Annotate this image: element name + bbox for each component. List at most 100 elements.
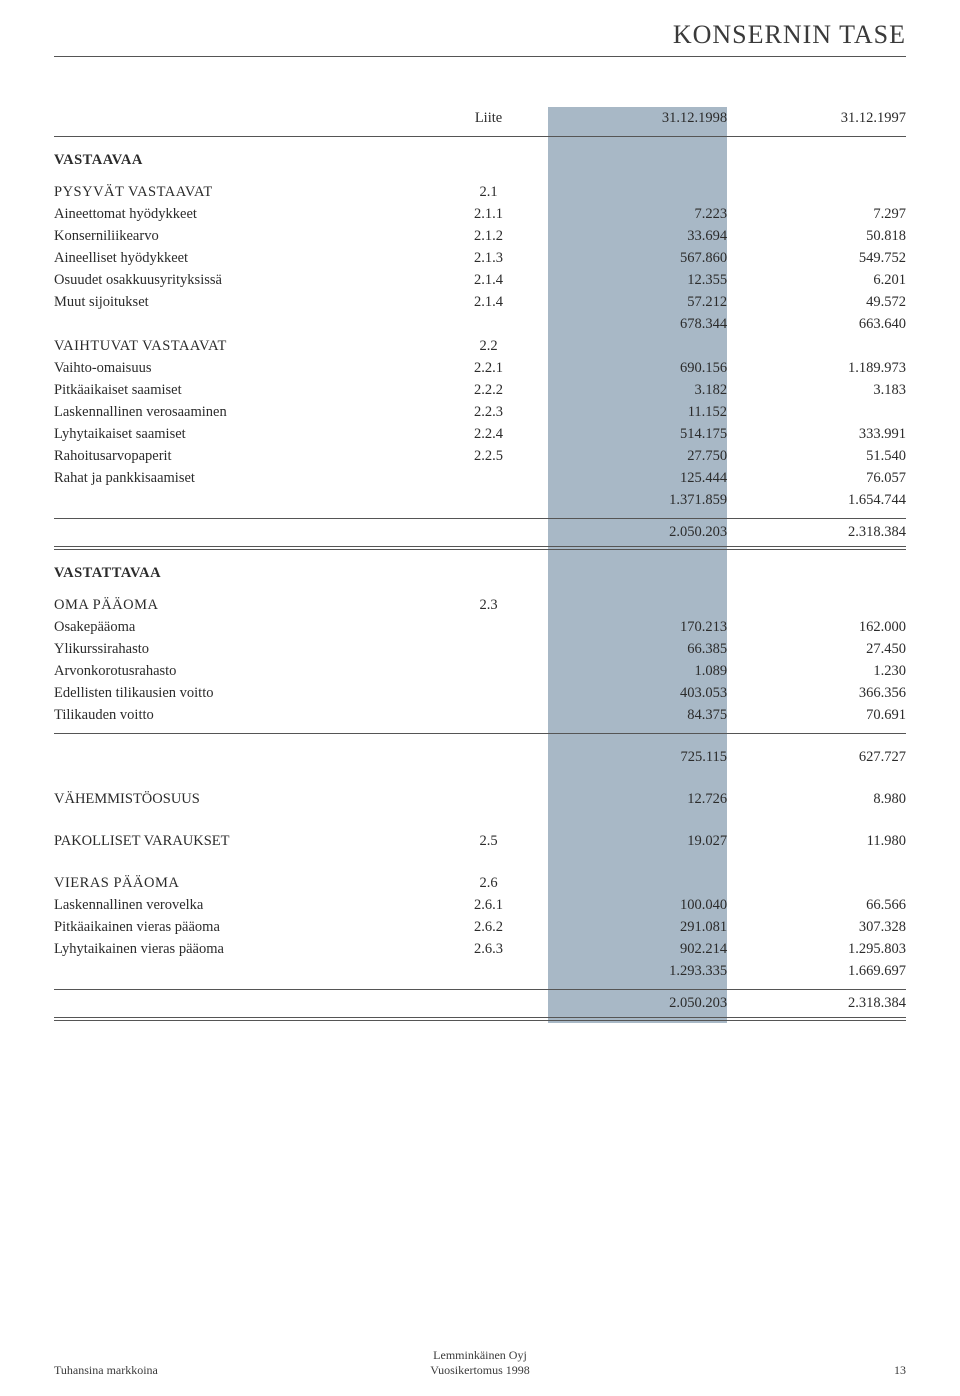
val-1998: 567.860: [548, 247, 727, 269]
val-1998: 3.182: [548, 379, 727, 401]
label: PAKOLLISET VARAUKSET: [54, 830, 429, 852]
note: 2.1.4: [429, 269, 548, 291]
val-1997: 1.189.973: [727, 357, 906, 379]
val-1998: 725.115: [548, 746, 727, 768]
val-1997: 2.318.384: [727, 521, 906, 543]
val-1997: 366.356: [727, 682, 906, 704]
rule: [54, 726, 906, 736]
table-row: Lyhytaikainen vieras pääoma2.6.3902.2141…: [54, 938, 906, 960]
val-1998: 125.444: [548, 467, 727, 489]
val-1997: 27.450: [727, 638, 906, 660]
table-row: Pitkäaikaiset saamiset2.2.23.1823.183: [54, 379, 906, 401]
note: 2.2.5: [429, 445, 548, 467]
val-1998: 7.223: [548, 203, 727, 225]
page-title: KONSERNIN TASE: [54, 20, 906, 57]
label: Konserniliikearvo: [54, 225, 429, 247]
val-1998: 11.152: [548, 401, 727, 423]
footer-center: Lemminkäinen Oyj Vuosikertomus 1998: [430, 1348, 530, 1378]
val-1998: 690.156: [548, 357, 727, 379]
val-1998: 1.293.335: [548, 960, 727, 982]
header-row: Liite 31.12.1998 31.12.1997: [54, 107, 906, 129]
assets-section-heading: VASTAAVAA: [54, 149, 906, 171]
val-1998: 1.089: [548, 660, 727, 682]
val-1997: 162.000: [727, 616, 906, 638]
val-1997: 49.572: [727, 291, 906, 313]
label: Laskennallinen verovelka: [54, 894, 429, 916]
table-row: Aineelliset hyödykkeet2.1.3567.860549.75…: [54, 247, 906, 269]
label: Muut sijoitukset: [54, 291, 429, 313]
rule: [54, 982, 906, 992]
val-1998: 100.040: [548, 894, 727, 916]
heading-label: PYSYVÄT VASTAAVAT: [54, 181, 429, 203]
foreign-capital-heading: VIERAS PÄÄOMA 2.6: [54, 872, 906, 894]
val-1998: 902.214: [548, 938, 727, 960]
table-row: Vaihto-omaisuus2.2.1690.1561.189.973: [54, 357, 906, 379]
label: Edellisten tilikausien voitto: [54, 682, 429, 704]
col-header-1997: 31.12.1997: [727, 107, 906, 129]
footer-left: Tuhansina markkoina: [54, 1363, 310, 1378]
val-1998: 27.750: [548, 445, 727, 467]
total-row: 2.050.2032.318.384: [54, 521, 906, 543]
rule: [54, 511, 906, 521]
label: Pitkäaikainen vieras pääoma: [54, 916, 429, 938]
total-row: 2.050.2032.318.384: [54, 992, 906, 1014]
heading-label: OMA PÄÄOMA: [54, 594, 429, 616]
label: Ylikurssirahasto: [54, 638, 429, 660]
val-1997: 8.980: [727, 788, 906, 810]
val-1998: 291.081: [548, 916, 727, 938]
note: 2.2.4: [429, 423, 548, 445]
label: Pitkäaikaiset saamiset: [54, 379, 429, 401]
val-1997: 76.057: [727, 467, 906, 489]
col-header-note: Liite: [429, 107, 548, 129]
table-row: Konserniliikearvo2.1.233.69450.818: [54, 225, 906, 247]
note-cell: 2.6: [429, 872, 548, 894]
label: Vaihto-omaisuus: [54, 357, 429, 379]
val-1997: 2.318.384: [727, 992, 906, 1014]
liabilities-section-heading: VASTATTAVAA: [54, 562, 906, 584]
val-1997: 7.297: [727, 203, 906, 225]
val-1998: 12.726: [548, 788, 727, 810]
val-1997: [727, 401, 906, 423]
table-row: Tilikauden voitto84.37570.691: [54, 704, 906, 726]
label: Arvonkorotusrahasto: [54, 660, 429, 682]
note: 2.2.3: [429, 401, 548, 423]
heading-label: VASTAAVAA: [54, 149, 429, 171]
table-row: Laskennallinen verosaaminen2.2.311.152: [54, 401, 906, 423]
table-row: Muut sijoitukset2.1.457.21249.572: [54, 291, 906, 313]
note: 2.1.3: [429, 247, 548, 269]
val-1998: 678.344: [548, 313, 727, 335]
page-number: 13: [650, 1363, 906, 1378]
label: Aineettomat hyödykkeet: [54, 203, 429, 225]
val-1998: 514.175: [548, 423, 727, 445]
val-1998: 57.212: [548, 291, 727, 313]
table-row: Rahat ja pankkisaamiset 125.44476.057: [54, 467, 906, 489]
double-rule: [54, 1014, 906, 1023]
table-row: Laskennallinen verovelka2.6.1100.04066.5…: [54, 894, 906, 916]
val-1998: 2.050.203: [548, 992, 727, 1014]
label: Tilikauden voitto: [54, 704, 429, 726]
table-row: Osuudet osakkuusyrityksissä2.1.412.3556.…: [54, 269, 906, 291]
val-1998: 12.355: [548, 269, 727, 291]
fixed-assets-heading: PYSYVÄT VASTAAVAT 2.1: [54, 181, 906, 203]
label: Lyhytaikaiset saamiset: [54, 423, 429, 445]
val-1997: 549.752: [727, 247, 906, 269]
table-row: Osakepääoma170.213162.000: [54, 616, 906, 638]
note: 2.2.2: [429, 379, 548, 401]
val-1997: 1.295.803: [727, 938, 906, 960]
label: Osuudet osakkuusyrityksissä: [54, 269, 429, 291]
label: Rahat ja pankkisaamiset: [54, 467, 429, 489]
note-cell: 2.2: [429, 335, 548, 357]
table-row: Ylikurssirahasto66.38527.450: [54, 638, 906, 660]
val-1998: 1.371.859: [548, 489, 727, 511]
note-cell: 2.3: [429, 594, 548, 616]
note: [429, 467, 548, 489]
val-1997: 3.183: [727, 379, 906, 401]
footer-report: Vuosikertomus 1998: [430, 1363, 530, 1377]
note: 2.6.1: [429, 894, 548, 916]
subtotal-row: 678.344663.640: [54, 313, 906, 335]
label: Lyhytaikainen vieras pääoma: [54, 938, 429, 960]
val-1997: 11.980: [727, 830, 906, 852]
val-1997: 70.691: [727, 704, 906, 726]
table-row: Aineettomat hyödykkeet2.1.17.2237.297: [54, 203, 906, 225]
label: Aineelliset hyödykkeet: [54, 247, 429, 269]
